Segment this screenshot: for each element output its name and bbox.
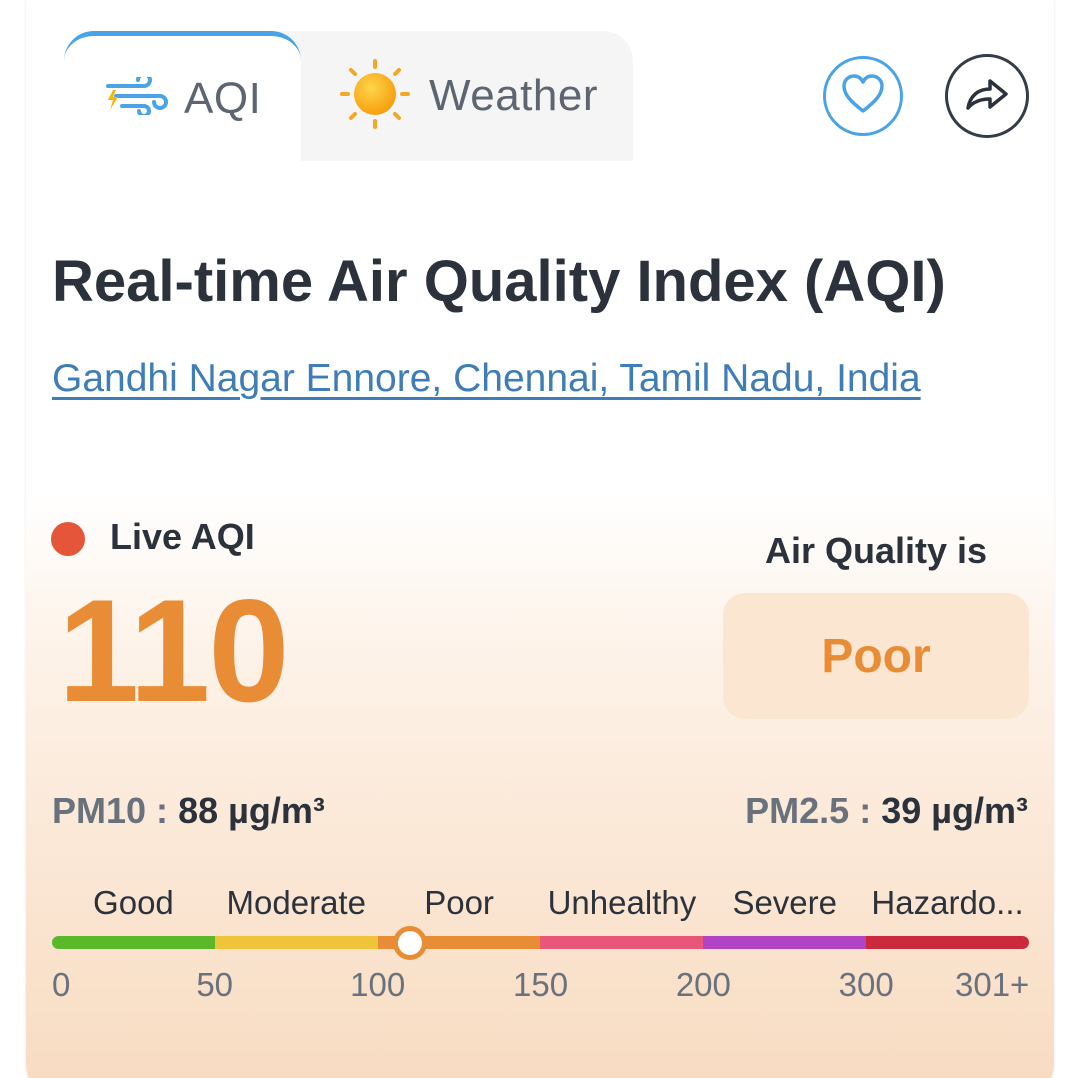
scale-label-hazardous: Hazardo... bbox=[871, 884, 1024, 921]
pm10-label: PM10 : bbox=[52, 790, 169, 831]
scale-tick: 0 bbox=[52, 966, 71, 1003]
share-button[interactable] bbox=[945, 54, 1029, 138]
heart-icon bbox=[840, 73, 886, 120]
scale-tick: 200 bbox=[675, 966, 731, 1003]
tab-aqi[interactable]: AQI bbox=[64, 31, 301, 161]
scale-tick: 150 bbox=[513, 966, 569, 1003]
sun-icon bbox=[339, 58, 411, 135]
scale-label-severe: Severe bbox=[732, 884, 837, 921]
scale-segment-moderate bbox=[214, 936, 378, 949]
wind-icon bbox=[104, 72, 170, 120]
aqi-value: 110 bbox=[58, 569, 290, 732]
tab-bar: AQI bbox=[64, 31, 633, 161]
scale-segment-hazardous bbox=[866, 936, 1029, 949]
pm25-label: PM2.5 : bbox=[745, 790, 872, 831]
scale-tick: 301+ bbox=[955, 966, 1030, 1003]
status-text: Poor bbox=[821, 629, 931, 683]
pm25-reading: PM2.5 : 39 µg/m³ bbox=[745, 790, 1028, 832]
scale-tick: 100 bbox=[350, 966, 406, 1003]
pm25-value: 39 µg/m³ bbox=[881, 790, 1028, 831]
scale-label-poor: Poor bbox=[424, 884, 494, 921]
location-link[interactable]: Gandhi Nagar Ennore, Chennai, Tamil Nadu… bbox=[52, 357, 921, 400]
scale-segment-good bbox=[52, 936, 215, 949]
tab-weather[interactable]: Weather bbox=[301, 31, 633, 161]
aqi-scale-bar bbox=[52, 936, 1029, 949]
scale-tick: 50 bbox=[196, 966, 234, 1003]
scale-label-unhealthy: Unhealthy bbox=[547, 884, 697, 921]
live-aqi-label: Live AQI bbox=[110, 516, 255, 557]
aqi-card bbox=[26, 0, 1054, 1078]
pm10-reading: PM10 : 88 µg/m³ bbox=[52, 790, 325, 832]
favorite-button[interactable] bbox=[823, 56, 903, 136]
tab-aqi-label: AQI bbox=[184, 73, 262, 123]
aqi-scale-labels: Good Moderate Poor Unhealthy Severe Haza… bbox=[52, 884, 1029, 922]
scale-label-moderate: Moderate bbox=[226, 884, 366, 921]
air-quality-caption: Air Quality is bbox=[764, 530, 988, 571]
status-badge: Poor bbox=[723, 593, 1029, 719]
share-icon bbox=[964, 74, 1010, 119]
aqi-scale-marker bbox=[393, 926, 428, 960]
live-indicator-dot bbox=[51, 522, 85, 556]
tab-weather-label: Weather bbox=[429, 71, 598, 120]
scale-label-good: Good bbox=[93, 884, 174, 921]
scale-tick: 300 bbox=[838, 966, 894, 1003]
scale-segment-unhealthy bbox=[540, 936, 704, 949]
page-title: Real-time Air Quality Index (AQI) bbox=[52, 249, 946, 314]
scale-segment-severe bbox=[703, 936, 867, 949]
pm10-value: 88 µg/m³ bbox=[178, 790, 325, 831]
